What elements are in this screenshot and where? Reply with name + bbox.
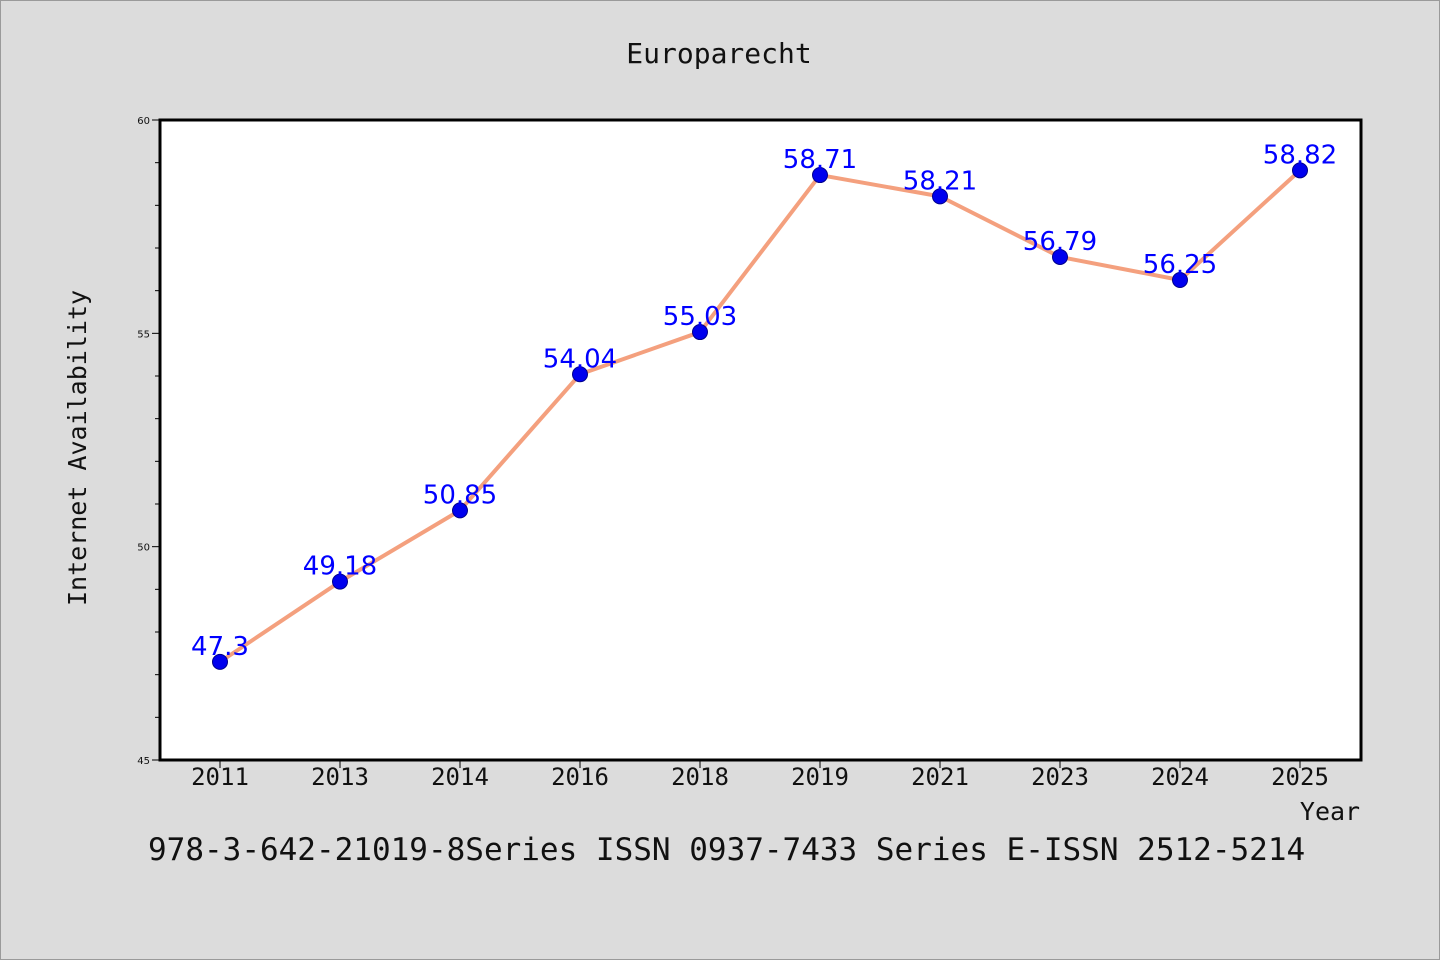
- x-axis-label: Year: [1300, 797, 1360, 826]
- y-tick-label: 55: [137, 329, 150, 340]
- data-point: [1292, 162, 1308, 179]
- x-tick-label: 2014: [431, 763, 489, 791]
- data-point: [572, 366, 588, 383]
- chart-title: Europarecht: [626, 37, 811, 70]
- data-label: 47.3: [191, 632, 249, 662]
- data-label: 54.04: [543, 344, 617, 374]
- x-tick-label: 2021: [911, 763, 969, 791]
- data-point: [1172, 272, 1188, 288]
- data-point: [932, 188, 948, 205]
- y-tick-label: 50: [137, 543, 150, 554]
- data-point: [452, 502, 468, 519]
- x-axis: 2011 2013 2014 2016 2018 2019 2021 2023 2024 2025: [191, 760, 1329, 791]
- data-label: 50.85: [423, 480, 497, 510]
- x-tick-label: 2024: [1151, 763, 1209, 791]
- plot-area: [158, 118, 1363, 762]
- data-point: [332, 573, 348, 590]
- y-tick-label: 60: [137, 116, 150, 127]
- series-line: [218, 168, 1302, 664]
- x-tick-label: 2011: [191, 763, 249, 791]
- data-label: 58.82: [1263, 140, 1337, 170]
- x-tick-label: 2023: [1031, 763, 1089, 791]
- series-layer: [212, 162, 1308, 670]
- data-point: [212, 653, 228, 670]
- data-labels: 47.3 49.18 50.85 54.04 55.03 58.71 58.21 56.79 5…: [191, 140, 1337, 662]
- x-tick-label: 2025: [1271, 763, 1329, 791]
- y-axis-label: Internet Availability: [63, 290, 92, 606]
- x-tick-label: 2019: [791, 763, 849, 791]
- data-point: [1052, 248, 1068, 265]
- data-label: 55.03: [663, 302, 737, 332]
- y-axis: 45 50 55 60: [137, 116, 160, 767]
- data-label: 56.79: [1023, 227, 1097, 257]
- isbn-caption: 978-3-642-21019-8Series ISSN 0937-7433 S…: [148, 832, 1306, 868]
- data-label: 56.25: [1143, 250, 1217, 280]
- data-label: 58.21: [903, 166, 977, 196]
- data-label: 49.18: [303, 552, 377, 582]
- data-point: [812, 167, 828, 184]
- data-label: 58.71: [783, 145, 857, 175]
- y-tick-label: 45: [137, 756, 150, 767]
- data-point: [692, 324, 708, 341]
- x-tick-label: 2016: [551, 763, 609, 791]
- x-tick-label: 2013: [311, 763, 369, 791]
- x-tick-label: 2018: [671, 763, 729, 791]
